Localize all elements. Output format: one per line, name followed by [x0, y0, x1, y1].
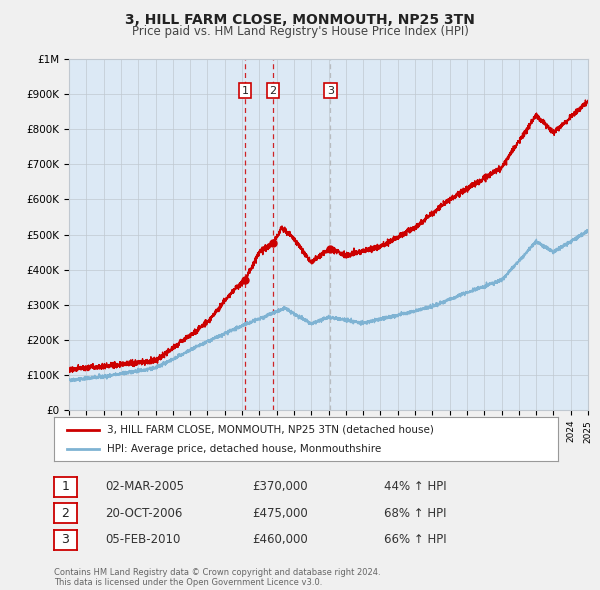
- Text: 2: 2: [61, 507, 70, 520]
- Text: Price paid vs. HM Land Registry's House Price Index (HPI): Price paid vs. HM Land Registry's House …: [131, 25, 469, 38]
- Text: £370,000: £370,000: [252, 480, 308, 493]
- Text: 44% ↑ HPI: 44% ↑ HPI: [384, 480, 446, 493]
- Text: Contains HM Land Registry data © Crown copyright and database right 2024.
This d: Contains HM Land Registry data © Crown c…: [54, 568, 380, 587]
- Text: 68% ↑ HPI: 68% ↑ HPI: [384, 507, 446, 520]
- Text: 3, HILL FARM CLOSE, MONMOUTH, NP25 3TN: 3, HILL FARM CLOSE, MONMOUTH, NP25 3TN: [125, 13, 475, 27]
- Text: 3: 3: [61, 533, 70, 546]
- Text: 02-MAR-2005: 02-MAR-2005: [105, 480, 184, 493]
- Text: 20-OCT-2006: 20-OCT-2006: [105, 507, 182, 520]
- Text: 1: 1: [241, 86, 248, 96]
- Text: 66% ↑ HPI: 66% ↑ HPI: [384, 533, 446, 546]
- Text: 3, HILL FARM CLOSE, MONMOUTH, NP25 3TN (detached house): 3, HILL FARM CLOSE, MONMOUTH, NP25 3TN (…: [107, 425, 434, 434]
- Text: 05-FEB-2010: 05-FEB-2010: [105, 533, 181, 546]
- Text: £475,000: £475,000: [252, 507, 308, 520]
- Text: 2: 2: [269, 86, 277, 96]
- Text: 3: 3: [327, 86, 334, 96]
- Text: HPI: Average price, detached house, Monmouthshire: HPI: Average price, detached house, Monm…: [107, 444, 381, 454]
- Text: 1: 1: [61, 480, 70, 493]
- Text: £460,000: £460,000: [252, 533, 308, 546]
